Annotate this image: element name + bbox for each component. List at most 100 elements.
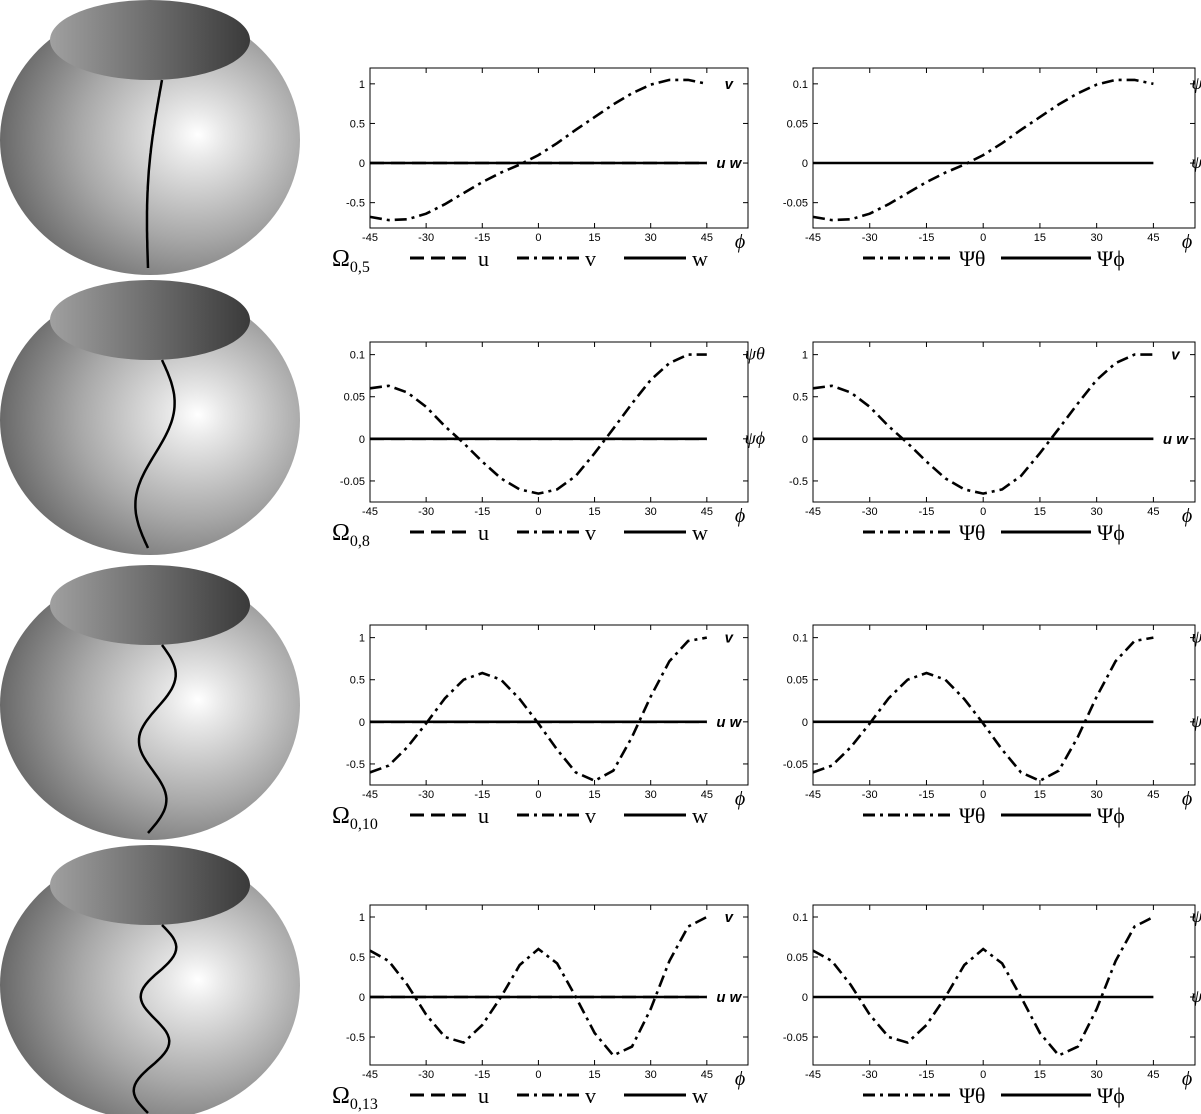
x-tick-label: 45	[701, 1069, 713, 1081]
mode-label: Ω0,13	[332, 1083, 378, 1113]
x-tick-label: -45	[805, 506, 821, 518]
x-tick-label: -15	[474, 1069, 490, 1081]
series-line	[813, 917, 1153, 1055]
legend-label: w	[692, 1083, 708, 1108]
y-tick-label: -0.5	[346, 198, 365, 210]
y-tick-label: 0.5	[793, 392, 808, 404]
end-label: ψϕ	[1191, 152, 1201, 172]
x-tick-label: 15	[1034, 232, 1046, 244]
y-tick-label: 0	[802, 434, 808, 446]
y-tick-label: 0	[802, 717, 808, 729]
x-tick-label: -30	[418, 232, 434, 244]
x-axis-label: ϕ	[1182, 788, 1192, 810]
series-line	[813, 355, 1153, 494]
y-tick-label: 0.05	[787, 118, 808, 130]
end-label: v	[1171, 347, 1181, 364]
legend-label: w	[692, 246, 708, 271]
x-tick-label: 30	[1091, 1069, 1103, 1081]
y-tick-label: 0.1	[350, 350, 365, 362]
x-tick-label: -30	[418, 1069, 434, 1081]
y-tick-label: 1	[359, 79, 365, 91]
legend-label: Ψϕ	[1097, 1083, 1125, 1108]
x-tick-label: -30	[862, 506, 878, 518]
y-tick-label: 0.5	[350, 118, 365, 130]
x-tick-label: 45	[701, 506, 713, 518]
shell-opening	[50, 845, 250, 925]
x-tick-label: 45	[1147, 1069, 1159, 1081]
mode-symbol: Ω	[332, 803, 350, 829]
series-line	[370, 638, 707, 781]
figure: -0.5 0 0.5 1 -45 -30 -15 0 15 30 45 ϕ v u w Ω0,5 u v w -0.…	[0, 0, 1201, 1114]
mode-label: Ω0,10	[332, 803, 378, 833]
legend-label: Ψθ	[959, 803, 985, 828]
series-line	[370, 917, 707, 1055]
x-tick-label: 30	[645, 789, 657, 801]
legend-label: u	[478, 246, 489, 271]
y-tick-label: 0	[359, 717, 365, 729]
y-tick-label: 0.1	[793, 79, 808, 91]
x-tick-label: 30	[645, 506, 657, 518]
x-tick-label: 15	[588, 789, 600, 801]
mode-label: Ω0,5	[332, 246, 370, 276]
end-label: v	[725, 76, 735, 93]
end-label: v	[725, 630, 735, 647]
end-label: ψθ	[1191, 627, 1201, 647]
x-tick-label: -15	[919, 506, 935, 518]
x-tick-label: -15	[474, 232, 490, 244]
end-label: u w	[716, 155, 742, 172]
legend-label: Ψθ	[959, 246, 985, 271]
y-tick-label: 1	[359, 633, 365, 645]
x-tick-label: -45	[805, 1069, 821, 1081]
legend-label: u	[478, 1083, 489, 1108]
mode-symbol: Ω	[332, 520, 350, 546]
x-tick-label: 0	[535, 506, 541, 518]
x-tick-label: 45	[1147, 506, 1159, 518]
axes-frame	[813, 625, 1195, 785]
x-tick-label: -15	[919, 789, 935, 801]
legend-label: Ψϕ	[1097, 803, 1125, 828]
x-tick-label: -45	[362, 789, 378, 801]
shell-opening	[50, 280, 250, 360]
legend-label: w	[692, 520, 708, 545]
x-tick-label: 0	[535, 789, 541, 801]
end-label: u w	[716, 714, 742, 731]
x-tick-label: -45	[805, 232, 821, 244]
y-tick-label: -0.05	[340, 476, 365, 488]
mode-subscript: 0,8	[350, 533, 370, 550]
x-tick-label: 0	[535, 232, 541, 244]
axes-frame	[370, 68, 748, 228]
y-tick-label: -0.05	[783, 198, 808, 210]
y-tick-label: 0.1	[793, 912, 808, 924]
y-tick-label: 1	[802, 350, 808, 362]
y-tick-label: 0.5	[350, 675, 365, 687]
page: -0.5 0 0.5 1 -45 -30 -15 0 15 30 45 ϕ v u w Ω0,5 u v w -0.…	[0, 0, 1201, 1114]
x-tick-label: 45	[1147, 232, 1159, 244]
x-axis-label: ϕ	[735, 231, 745, 253]
legend-label: v	[585, 803, 596, 828]
x-tick-label: -45	[362, 506, 378, 518]
x-tick-label: 45	[701, 232, 713, 244]
x-tick-label: -15	[919, 1069, 935, 1081]
legend-label: v	[585, 1083, 596, 1108]
legend-label: Ψϕ	[1097, 520, 1125, 545]
x-tick-label: 0	[980, 232, 986, 244]
x-tick-label: 45	[701, 789, 713, 801]
legend-label: Ψϕ	[1097, 246, 1125, 271]
x-tick-label: 30	[645, 1069, 657, 1081]
y-tick-label: 1	[359, 912, 365, 924]
axes-frame	[813, 68, 1195, 228]
mode-symbol: Ω	[332, 246, 350, 272]
x-tick-label: 15	[1034, 506, 1046, 518]
x-tick-label: -30	[862, 789, 878, 801]
end-label: v	[725, 909, 735, 926]
y-tick-label: -0.5	[346, 1032, 365, 1044]
axes-frame	[813, 905, 1195, 1065]
x-tick-label: 15	[1034, 1069, 1046, 1081]
x-tick-label: 0	[980, 789, 986, 801]
y-tick-label: -0.5	[346, 759, 365, 771]
end-label: ψθ	[1191, 73, 1201, 93]
x-tick-label: -15	[474, 789, 490, 801]
x-tick-label: 30	[1091, 232, 1103, 244]
x-axis-label: ϕ	[1182, 505, 1192, 527]
x-axis-label: ϕ	[1182, 231, 1192, 253]
